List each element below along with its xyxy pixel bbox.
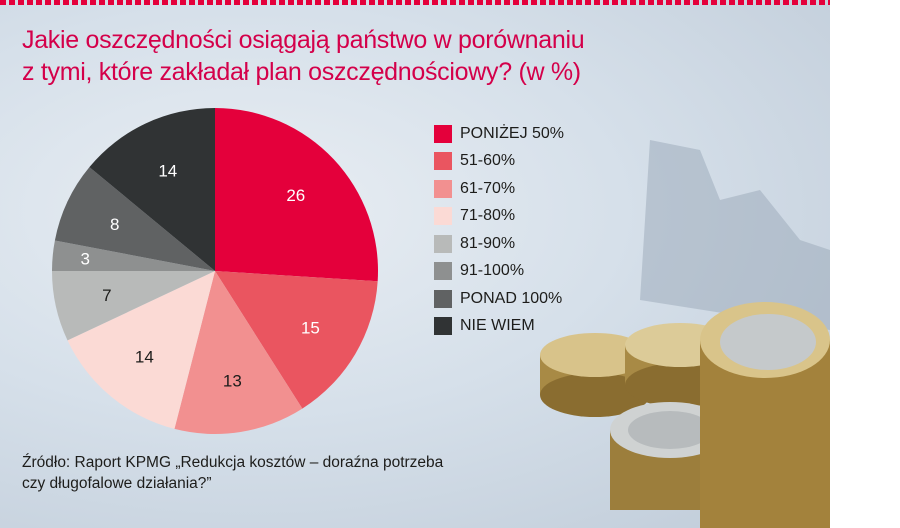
title-line-2: z tymi, które zakładał plan oszczędności… xyxy=(22,58,581,86)
legend-swatch xyxy=(434,124,452,143)
legend-label: PONAD 100% xyxy=(460,289,563,307)
pie-chart: 26 15 13 14 73 8 14 xyxy=(52,108,378,434)
legend-swatch xyxy=(434,207,452,226)
legend-swatch xyxy=(434,289,452,308)
pie-data-label: 8 xyxy=(110,215,119,234)
legend-label: 81-90% xyxy=(460,234,516,252)
pie-slice-8 xyxy=(89,108,215,271)
pie-data-label: 15 xyxy=(301,318,320,337)
pie-data-label: 3 xyxy=(80,250,89,269)
legend-item: 51-60% xyxy=(434,148,564,176)
chart-panel: Jakie oszczędności osiągają państwo w po… xyxy=(0,0,830,528)
legend-label: NIE WIEM xyxy=(460,317,535,335)
pie-slice-7 xyxy=(54,167,215,271)
legend-swatch xyxy=(434,152,452,171)
legend-label: 71-80% xyxy=(460,207,516,225)
legend-item: NIE WIEM xyxy=(434,313,564,341)
pie-data-label: 14 xyxy=(158,162,177,181)
pie-data-label: 14 xyxy=(135,347,154,366)
legend: PONIŻEJ 50% 51-60% 61-70% 71-80% 81-90% 91-10… xyxy=(434,120,564,340)
legend-label: 51-60% xyxy=(460,152,516,170)
chart-title: Jakie oszczędności osiągają państwo w po… xyxy=(22,24,585,88)
pie-data-label: 26 xyxy=(286,186,305,205)
legend-label: 61-70% xyxy=(460,179,516,197)
legend-label: 91-100% xyxy=(460,262,525,280)
legend-item: 61-70% xyxy=(434,175,564,203)
pie-data-label: 13 xyxy=(223,371,242,390)
pie-slice-2 xyxy=(215,271,378,409)
legend-swatch xyxy=(434,317,452,336)
legend-item: PONIŻEJ 50% xyxy=(434,120,564,148)
legend-item: 81-90% xyxy=(434,230,564,258)
legend-swatch xyxy=(434,262,452,281)
dashed-top-border xyxy=(0,0,830,5)
pie-slice-6 xyxy=(52,240,215,271)
pie-data-label: 7 xyxy=(102,286,111,305)
legend-item: PONAD 100% xyxy=(434,285,564,313)
legend-item: 71-80% xyxy=(434,203,564,231)
legend-swatch xyxy=(434,234,452,253)
pie-slice-1 xyxy=(215,108,378,282)
legend-item: 91-100% xyxy=(434,258,564,286)
pie-slice-3 xyxy=(174,271,303,434)
source-note: Źródło: Raport KPMG „Redukcja kosztów – … xyxy=(22,452,443,494)
source-line-1: Źródło: Raport KPMG „Redukcja kosztów – … xyxy=(22,454,444,471)
coin-stack-front xyxy=(610,302,830,528)
source-line-2: czy długofalowe działania?” xyxy=(22,475,212,492)
title-line-1: Jakie oszczędności osiągają państwo w po… xyxy=(22,26,585,54)
legend-label: PONIŻEJ 50% xyxy=(460,124,565,142)
euro-coins-image xyxy=(540,140,830,528)
pie-slice-5 xyxy=(52,271,215,341)
legend-swatch xyxy=(434,179,452,198)
pie-slice-4 xyxy=(67,271,216,429)
